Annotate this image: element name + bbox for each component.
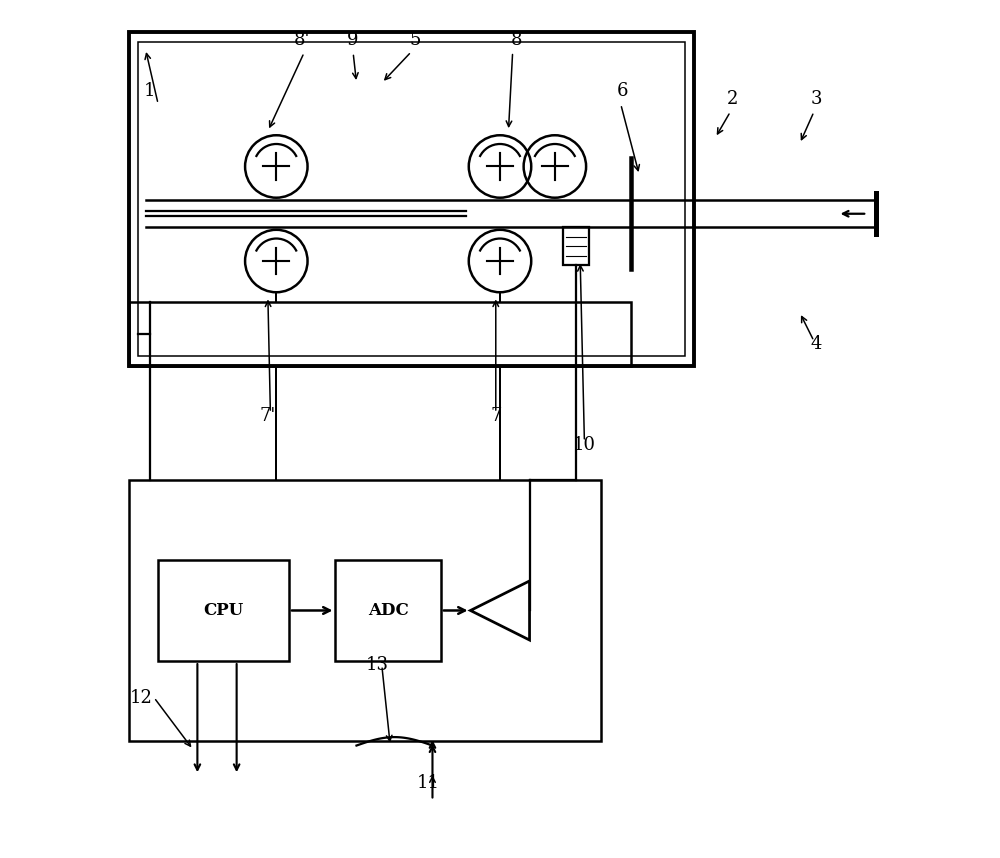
Text: 8': 8' — [293, 31, 310, 49]
Text: 8: 8 — [511, 31, 523, 49]
Text: 4: 4 — [811, 335, 822, 353]
Text: 7': 7' — [260, 407, 276, 425]
Text: 3: 3 — [811, 90, 822, 108]
Text: 9: 9 — [347, 31, 358, 49]
Text: 6: 6 — [617, 82, 628, 100]
Bar — [335, 559, 441, 662]
Text: 7: 7 — [490, 407, 501, 425]
Bar — [158, 559, 289, 662]
Text: 12: 12 — [130, 689, 153, 707]
Text: ADC: ADC — [368, 602, 409, 619]
Text: 5: 5 — [410, 31, 421, 49]
Text: 13: 13 — [366, 656, 389, 674]
Text: 2: 2 — [726, 90, 738, 108]
Bar — [129, 302, 631, 366]
Text: CPU: CPU — [203, 602, 244, 619]
Text: 10: 10 — [573, 436, 596, 454]
Bar — [138, 41, 685, 356]
Text: 11: 11 — [417, 774, 440, 792]
Bar — [129, 480, 601, 741]
Bar — [563, 227, 589, 265]
Text: 1: 1 — [144, 82, 155, 100]
Bar — [129, 33, 694, 366]
